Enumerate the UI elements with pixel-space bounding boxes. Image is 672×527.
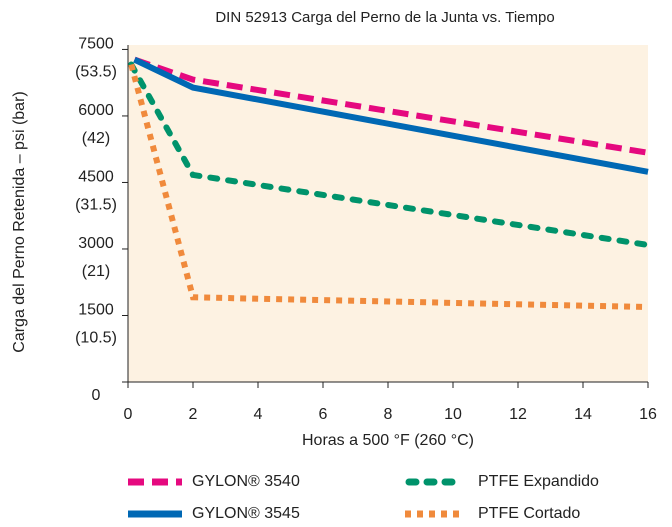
y-tick-label: (10.5)	[75, 330, 117, 347]
x-tick-label: 10	[444, 406, 462, 423]
legend-label: GYLON® 3540	[192, 473, 300, 490]
chart-title: DIN 52913 Carga del Perno de la Junta vs…	[215, 9, 554, 26]
legend-label: PTFE Cortado	[478, 505, 580, 522]
y-tick-label: 7500	[78, 36, 114, 53]
x-tick-label: 6	[319, 406, 328, 423]
y-tick-label: 6000	[78, 102, 114, 119]
y-tick-label: (21)	[82, 263, 110, 280]
y-tick-label: (53.5)	[75, 64, 117, 81]
x-axis-label: Horas a 500 °F (260 °C)	[302, 432, 474, 449]
y-tick-label: 0	[92, 387, 101, 404]
y-axis-label: Carga del Perno Retenida – psi (bar)	[11, 91, 28, 352]
legend-label: PTFE Expandido	[478, 473, 599, 490]
plot-area	[128, 45, 648, 382]
y-tick-label: 3000	[78, 235, 114, 252]
series-line	[128, 61, 651, 248]
series-line	[133, 56, 649, 175]
x-tick-label: 2	[189, 406, 198, 423]
x-tick-label: 12	[509, 406, 527, 423]
x-tick-label: 16	[639, 406, 657, 423]
y-tick-label: 1500	[78, 302, 114, 319]
x-tick-label: 8	[384, 406, 393, 423]
y-tick-label: (31.5)	[75, 197, 117, 214]
series-line	[133, 56, 649, 156]
x-tick-label: 0	[124, 406, 133, 423]
x-tick-label: 4	[254, 406, 263, 423]
legend-label: GYLON® 3545	[192, 505, 300, 522]
series-line	[128, 63, 649, 311]
y-tick-label: (42)	[82, 130, 110, 147]
x-tick-label: 14	[574, 406, 592, 423]
y-tick-label: 4500	[78, 169, 114, 186]
